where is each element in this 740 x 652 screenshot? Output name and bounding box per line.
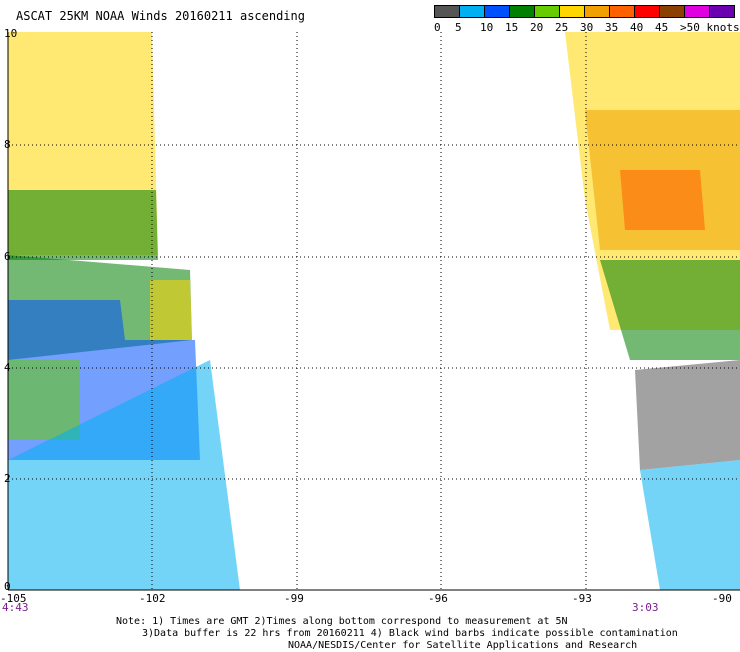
wind-barb-region bbox=[8, 360, 80, 440]
legend-label: 25 bbox=[555, 21, 569, 34]
wind-barb-region bbox=[8, 300, 125, 340]
footnote-line-3: NOAA/NESDIS/Center for Satellite Applica… bbox=[288, 640, 638, 651]
footnote-line-2: 3)Data buffer is 22 hrs from 20160211 4)… bbox=[142, 628, 678, 639]
wind-barb-region bbox=[640, 460, 740, 590]
pass-time-left: 4:43 bbox=[2, 601, 29, 614]
lat-label-6: 6 bbox=[4, 250, 11, 263]
legend-label: 15 bbox=[505, 21, 519, 34]
legend-label: 20 bbox=[530, 21, 544, 34]
wind-barb-region bbox=[635, 360, 740, 470]
wind-speed-legend: 0 5 10 15 20 25 30 35 40 45 >50 knots bbox=[434, 5, 740, 35]
lat-label-10: 10 bbox=[4, 27, 18, 40]
legend-swatch bbox=[709, 5, 735, 18]
legend-label: 35 bbox=[605, 21, 619, 34]
lon-label-96: -96 bbox=[428, 592, 448, 605]
lon-label-93: -93 bbox=[572, 592, 592, 605]
lat-label-8: 8 bbox=[4, 138, 11, 151]
lon-label-99: -99 bbox=[284, 592, 304, 605]
wind-barb-region bbox=[8, 190, 158, 260]
wind-barb-region bbox=[600, 260, 740, 360]
lat-label-4: 4 bbox=[4, 361, 11, 374]
wind-barb-region bbox=[620, 170, 705, 230]
legend-label: 30 bbox=[580, 21, 594, 34]
map-title: ASCAT 25KM NOAA Winds 20160211 ascending bbox=[16, 9, 305, 23]
legend-label: 40 bbox=[630, 21, 644, 34]
wind-barb-region bbox=[150, 280, 192, 340]
lon-label-105: -105 bbox=[0, 592, 27, 605]
pass-time-right: 3:03 bbox=[632, 601, 659, 614]
lat-lon-grid bbox=[7, 32, 740, 591]
legend-label: 5 bbox=[455, 21, 462, 34]
legend-label: 0 bbox=[434, 21, 441, 34]
legend-label: 45 bbox=[655, 21, 669, 34]
footnote: Note: 1) Times are GMT 2)Times along bot… bbox=[116, 616, 678, 652]
lon-label-102: -102 bbox=[139, 592, 166, 605]
legend-label: >50 knots bbox=[680, 21, 740, 34]
footnote-line-1: Note: 1) Times are GMT 2)Times along bot… bbox=[116, 616, 568, 627]
wind-barb-region bbox=[8, 360, 240, 590]
lat-label-2: 2 bbox=[4, 472, 11, 485]
wind-barb-swaths bbox=[8, 32, 740, 590]
lon-label-90: -90 bbox=[712, 592, 732, 605]
lat-label-0: 0 bbox=[4, 580, 11, 593]
legend-label: 10 bbox=[480, 21, 494, 34]
